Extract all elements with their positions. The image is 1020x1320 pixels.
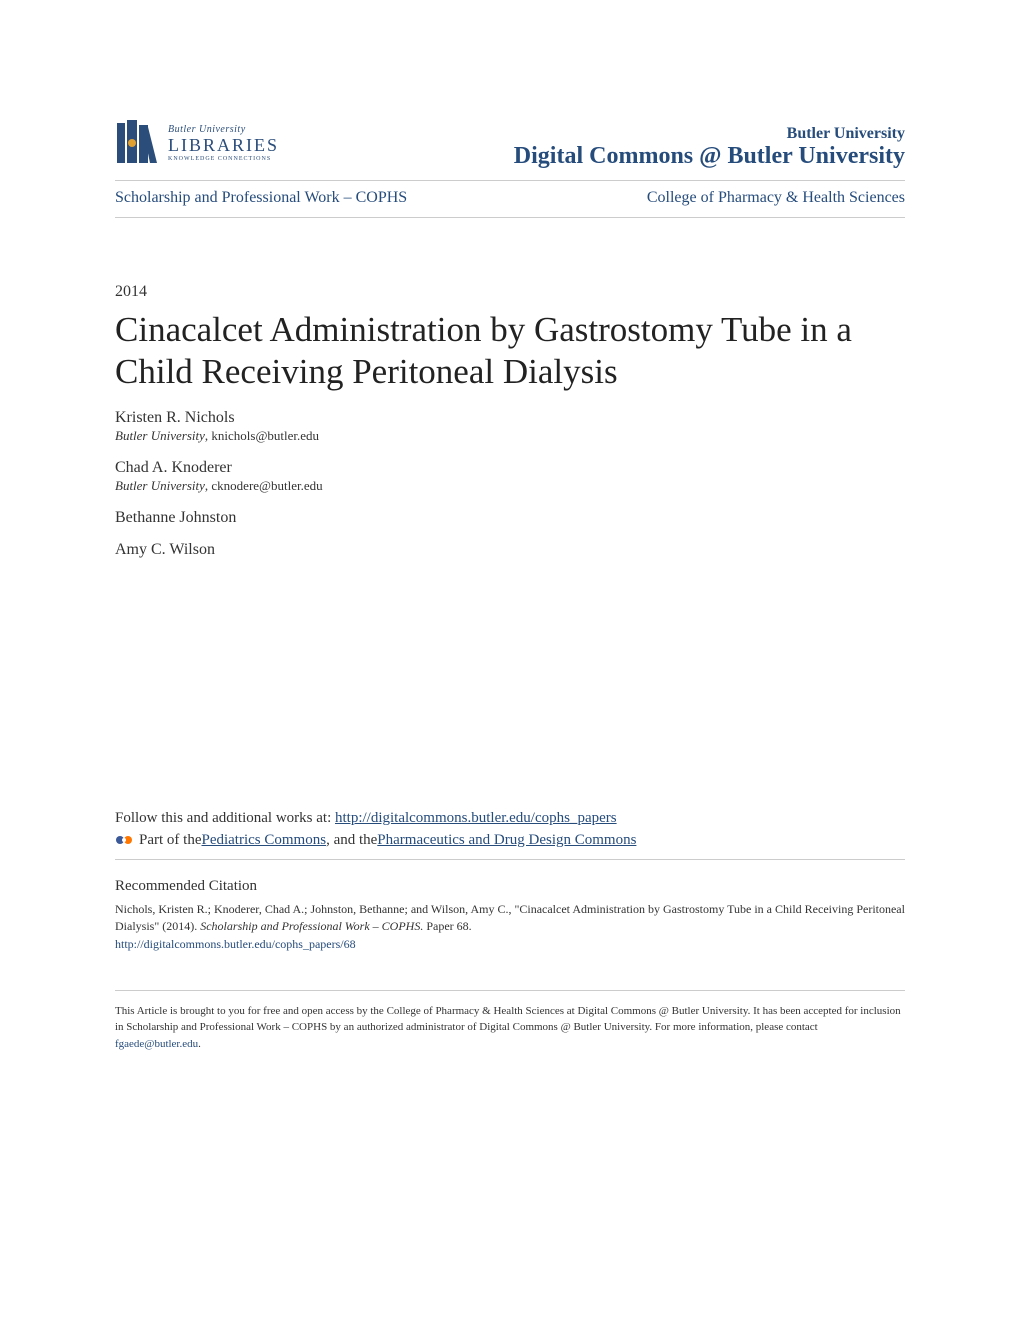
nav-divider-bottom xyxy=(115,217,905,218)
nav-row: Scholarship and Professional Work – COPH… xyxy=(115,189,905,207)
logo-block[interactable]: Butler University LIBRARIES KNOWLEDGE CO… xyxy=(115,115,279,170)
article-title: Cinacalcet Administration by Gastrostomy… xyxy=(115,309,905,393)
logo-text: Butler University LIBRARIES KNOWLEDGE CO… xyxy=(168,124,279,162)
commons-link-2[interactable]: Pharmaceutics and Drug Design Commons xyxy=(377,832,636,849)
author-name: Amy C. Wilson xyxy=(115,541,905,559)
publication-year: 2014 xyxy=(115,283,905,301)
author-block-2: Bethanne Johnston xyxy=(115,509,905,527)
institution-name[interactable]: Butler University xyxy=(514,125,905,143)
header-section: Butler University LIBRARIES KNOWLEDGE CO… xyxy=(115,115,905,170)
footer-part2: . xyxy=(198,1038,201,1050)
institution-block: Butler University Digital Commons @ Butl… xyxy=(514,125,905,170)
citation-part2: Paper 68. xyxy=(423,919,471,933)
nav-link-right[interactable]: College of Pharmacy & Health Sciences xyxy=(647,189,905,207)
logo-line2: LIBRARIES xyxy=(168,135,279,156)
part-of-prefix: Part of the xyxy=(139,832,201,849)
author-name: Chad A. Knoderer xyxy=(115,459,905,477)
citation-section: Recommended Citation Nichols, Kristen R.… xyxy=(115,878,905,952)
author-affiliation: Butler University xyxy=(115,428,205,443)
nav-divider-top xyxy=(115,180,905,181)
author-email: knichols@butler.edu xyxy=(211,428,319,443)
author-name: Kristen R. Nichols xyxy=(115,409,905,427)
logo-line3: KNOWLEDGE CONNECTIONS xyxy=(168,156,279,162)
nav-link-left[interactable]: Scholarship and Professional Work – COPH… xyxy=(115,189,407,207)
author-block-1: Chad A. Knoderer Butler University, ckno… xyxy=(115,459,905,495)
footer-text: This Article is brought to you for free … xyxy=(115,1003,905,1053)
follow-url-link[interactable]: http://digitalcommons.butler.edu/cophs_p… xyxy=(335,810,617,826)
author-affiliation: Butler University xyxy=(115,478,205,493)
repository-name[interactable]: Digital Commons @ Butler University xyxy=(514,143,905,170)
follow-prefix: Follow this and additional works at: xyxy=(115,810,335,826)
follow-section: Follow this and additional works at: htt… xyxy=(115,809,905,849)
author-email: cknodere@butler.edu xyxy=(211,478,322,493)
author-block-0: Kristen R. Nichols Butler University, kn… xyxy=(115,409,905,445)
citation-heading: Recommended Citation xyxy=(115,878,905,895)
commons-link-1[interactable]: Pediatrics Commons xyxy=(201,832,326,849)
citation-text: Nichols, Kristen R.; Knoderer, Chad A.; … xyxy=(115,901,905,935)
library-logo-icon xyxy=(115,115,160,170)
author-block-3: Amy C. Wilson xyxy=(115,541,905,559)
author-name: Bethanne Johnston xyxy=(115,509,905,527)
network-row: Part of the Pediatrics Commons, and the … xyxy=(115,831,905,849)
footer-divider xyxy=(115,990,905,991)
and-text: , and the xyxy=(326,832,377,849)
footer-part1: This Article is brought to you for free … xyxy=(115,1005,901,1034)
network-icon xyxy=(115,831,133,849)
citation-italic: Scholarship and Professional Work – COPH… xyxy=(200,919,423,933)
footer-contact-link[interactable]: fgaede@butler.edu xyxy=(115,1038,198,1050)
logo-line1: Butler University xyxy=(168,124,279,135)
citation-url-link[interactable]: http://digitalcommons.butler.edu/cophs_p… xyxy=(115,937,905,952)
citation-divider xyxy=(115,859,905,860)
